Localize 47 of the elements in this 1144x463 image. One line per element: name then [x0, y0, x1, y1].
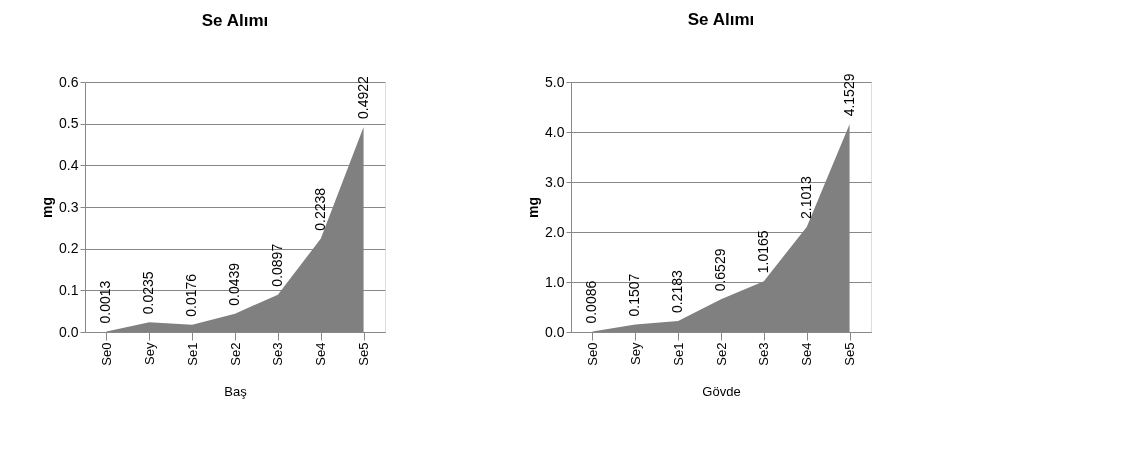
x-tick-label: Se3	[270, 342, 286, 366]
x-tick-label: Se5	[842, 342, 858, 366]
x-axis-title: Gövde	[702, 383, 741, 399]
y-tick-label: 0.3	[59, 198, 79, 215]
x-tick-label: Sey	[141, 342, 157, 365]
y-tick-label: 3.0	[545, 173, 565, 190]
y-tick-label: 0.4	[59, 156, 79, 173]
y-tick-label: 0.0	[545, 323, 565, 340]
x-tick-label: Se0	[98, 342, 114, 366]
data-label: 1.0165	[754, 230, 771, 274]
y-tick-label: 0.6	[59, 73, 79, 90]
data-label: 0.0176	[183, 273, 200, 317]
data-label: 4.1529	[840, 73, 857, 117]
chart-title: Se Alımı	[687, 9, 755, 29]
y-axis-title: mg	[39, 197, 56, 218]
x-tick-label: Se3	[756, 342, 772, 366]
y-tick-label: 1.0	[545, 273, 565, 290]
x-tick-label: Se1	[184, 342, 200, 366]
chart-title: Se Alımı	[201, 11, 269, 30]
x-tick-label: Se5	[356, 342, 372, 366]
data-label: 0.1507	[626, 273, 643, 317]
x-tick-label: Se4	[313, 342, 329, 366]
x-axis-title: Baş	[224, 383, 248, 399]
y-tick-label: 4.0	[545, 123, 565, 140]
data-label: 0.0439	[226, 262, 242, 306]
y-tick-label: 0.0	[59, 323, 79, 340]
x-tick-label: Se4	[799, 342, 815, 366]
y-tick-label: 0.2	[59, 240, 79, 257]
data-label: 0.0897	[268, 243, 285, 287]
data-label: 2.1013	[797, 175, 814, 219]
x-tick-label: Se2	[227, 342, 243, 366]
data-label: 0.4922	[354, 75, 371, 119]
y-tick-label: 0.1	[59, 281, 79, 298]
y-tick-label: 2.0	[545, 223, 565, 240]
data-label: 0.0235	[140, 271, 157, 315]
data-label: 0.2238	[311, 187, 328, 231]
data-label: 0.0013	[97, 280, 114, 324]
y-tick-label: 5.0	[545, 73, 565, 90]
y-tick-label: 0.5	[59, 115, 79, 132]
x-tick-label: Se1	[670, 342, 686, 366]
x-tick-label: Se0	[584, 342, 600, 366]
x-tick-label: Se2	[713, 342, 729, 366]
data-label: 0.6529	[712, 248, 728, 292]
data-label: 0.0086	[583, 280, 600, 324]
x-tick-label: Sey	[627, 342, 643, 365]
data-label: 0.2183	[669, 270, 686, 314]
y-axis-title: mg	[525, 197, 542, 218]
